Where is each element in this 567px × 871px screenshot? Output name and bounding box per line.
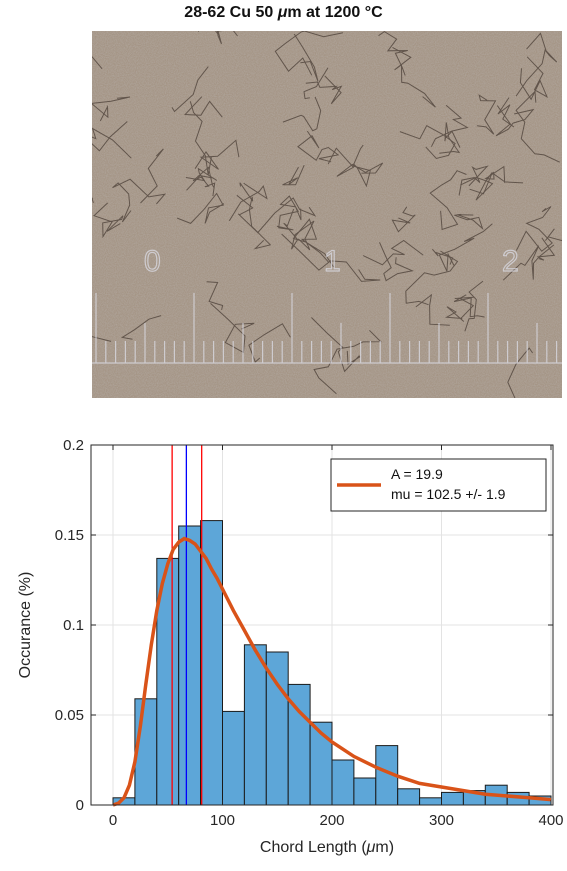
micrograph-texture xyxy=(92,31,562,398)
y-tick-label: 0.1 xyxy=(63,617,84,634)
histogram-bar xyxy=(200,520,224,806)
y-tick-label: 0.05 xyxy=(55,707,84,724)
y-axis-label: Occurance (%) xyxy=(17,572,34,679)
fit-curve xyxy=(112,536,552,807)
scale-mark-2: 2 xyxy=(502,245,519,278)
figure-title-mu: μ xyxy=(277,4,288,21)
histogram-bar xyxy=(243,644,267,806)
histogram-bar xyxy=(178,525,202,806)
grain-boundaries xyxy=(92,31,562,398)
x-tick-label: 400 xyxy=(538,812,563,829)
figure-title-rest: m at 1200 °C xyxy=(287,4,383,21)
y-tick-label: 0 xyxy=(76,797,84,814)
x-tick-labels: 0 100 200 300 400 xyxy=(109,445,564,829)
y-tick-label: 0.15 xyxy=(55,527,84,544)
x-tick-label: 0 xyxy=(109,812,117,829)
x-axis-label: Chord Length (μm) xyxy=(260,839,394,856)
scale-mark-0: 0 xyxy=(144,245,161,278)
histogram-chart: 0 100 200 300 400 0 0.05 0.1 0.15 0.2 Chord Leng… xyxy=(17,437,564,856)
histogram-bar xyxy=(353,777,377,806)
x-tick-label: 300 xyxy=(429,812,454,829)
x-tick-label: 200 xyxy=(319,812,344,829)
histogram-bar xyxy=(222,710,245,806)
scale-reticle xyxy=(92,293,562,364)
legend: A = 19.9 mu = 102.5 +/- 1.9 xyxy=(330,458,547,512)
marker-lines xyxy=(171,445,203,805)
legend-line1: A = 19.9 xyxy=(391,466,443,482)
figure-title: 28-62 Cu 50 μm at 1200 °C xyxy=(0,4,567,22)
histogram-bar xyxy=(331,759,355,806)
micrograph-image: 0 1 2 xyxy=(92,31,562,398)
histogram-bar xyxy=(134,698,158,806)
histogram-bar xyxy=(419,797,443,806)
histogram-bar xyxy=(397,788,421,806)
y-tick-label: 0.2 xyxy=(63,437,84,454)
y-tick-labels: 0 0.05 0.1 0.15 0.2 xyxy=(55,437,553,814)
figure-title-main: 28-62 Cu 50 xyxy=(184,4,278,21)
histogram-bar xyxy=(441,791,464,806)
legend-line2: mu = 102.5 +/- 1.9 xyxy=(391,486,506,502)
x-tick-label: 100 xyxy=(210,812,235,829)
scale-mark-1: 1 xyxy=(324,245,341,278)
